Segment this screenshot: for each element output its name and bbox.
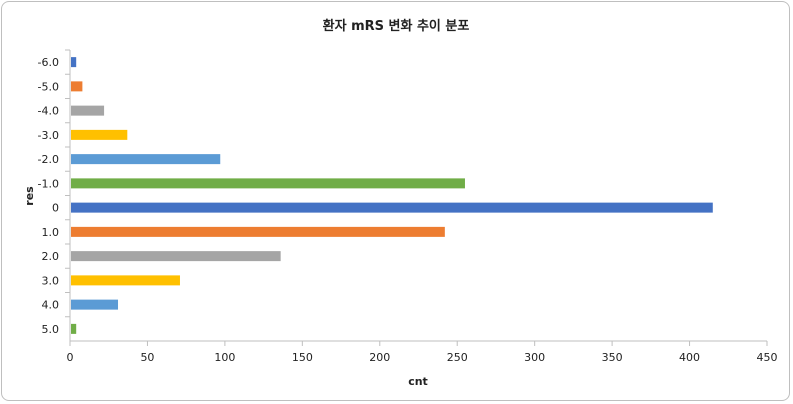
x-tick-label: 150 — [292, 351, 313, 364]
x-tick-label: 200 — [369, 351, 390, 364]
y-tick-label: 5.0 — [42, 323, 60, 336]
y-tick-label: 4.0 — [42, 299, 60, 312]
chart-title: 환자 mRS 변화 추이 분포 — [323, 18, 470, 34]
y-tick-label: -6.0 — [38, 56, 59, 69]
bar — [71, 129, 128, 140]
y-tick-label: 1.0 — [42, 226, 60, 239]
y-tick-label: -3.0 — [38, 129, 59, 142]
x-tick-label: 250 — [447, 351, 468, 364]
y-tick-label: -2.0 — [38, 153, 59, 166]
x-tick-label: 450 — [757, 351, 778, 364]
y-tick-label: -4.0 — [38, 105, 59, 118]
x-axis-ticks: 0 50 100 150 200 250 300 350 400 450 — [67, 341, 778, 364]
y-axis-title: res — [23, 186, 36, 206]
y-tick-label: 3.0 — [42, 274, 60, 287]
bars — [71, 57, 713, 334]
x-tick-label: 300 — [524, 351, 545, 364]
bar — [71, 81, 83, 92]
bar — [71, 323, 77, 334]
x-axis-title: cnt — [408, 375, 428, 388]
bar — [71, 202, 713, 213]
bar — [71, 105, 105, 116]
y-tick-label: 2.0 — [42, 250, 60, 263]
x-tick-label: 350 — [602, 351, 623, 364]
y-tick-label: -1.0 — [38, 177, 59, 190]
x-tick-label: 100 — [214, 351, 235, 364]
bar — [71, 299, 119, 310]
x-tick-label: 0 — [67, 351, 74, 364]
x-tick-label: 400 — [679, 351, 700, 364]
y-tick-label: 0 — [52, 202, 59, 215]
bar — [71, 226, 445, 237]
bar — [71, 251, 281, 262]
y-tick-label: -5.0 — [38, 80, 59, 93]
bar — [71, 57, 77, 68]
bar — [71, 154, 221, 165]
y-axis-ticks: -6.0 -5.0 -4.0 -3.0 -2.0 -1.0 0 1.0 2.0 3.0 4.0 5.0 — [38, 49, 70, 336]
x-tick-label: 50 — [140, 351, 154, 364]
bar — [71, 275, 180, 286]
bar — [71, 178, 465, 189]
